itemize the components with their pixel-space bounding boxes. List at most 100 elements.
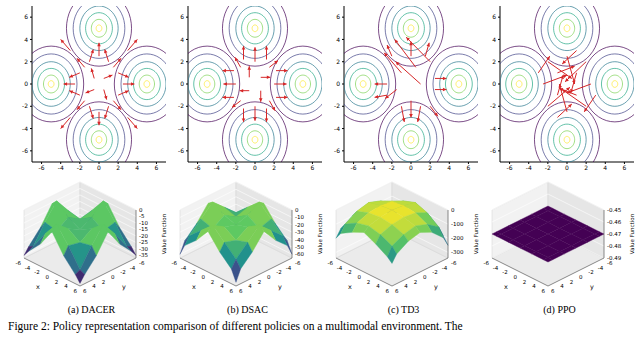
svg-text:-6: -6	[295, 260, 301, 266]
svg-text:-6: -6	[39, 164, 45, 171]
svg-text:-0.46: -0.46	[607, 219, 622, 225]
svg-text:0: 0	[514, 274, 518, 280]
svg-text:2: 2	[102, 279, 106, 285]
svg-text:-6: -6	[507, 164, 513, 171]
svg-text:-4: -4	[286, 265, 292, 271]
svg-text:-6: -6	[22, 147, 28, 154]
svg-text:-30: -30	[295, 229, 304, 235]
svg-text:0: 0	[579, 274, 583, 280]
svg-text:4: 4	[220, 283, 224, 289]
svg-text:4: 4	[64, 283, 68, 289]
svg-text:-2: -2	[77, 164, 83, 171]
svg-text:-4: -4	[493, 265, 499, 271]
svg-text:2: 2	[258, 279, 262, 285]
svg-text:0: 0	[111, 274, 115, 280]
svg-text:-2: -2	[588, 269, 593, 275]
svg-text:-0.45: -0.45	[607, 207, 622, 213]
svg-text:-2: -2	[34, 269, 39, 275]
svg-text:-30: -30	[139, 246, 148, 252]
svg-text:-6: -6	[484, 260, 490, 266]
svg-text:2: 2	[336, 58, 340, 65]
svg-text:-35: -35	[139, 252, 148, 258]
svg-text:0: 0	[358, 274, 362, 280]
svg-text:-4: -4	[22, 125, 28, 132]
svg-text:2: 2	[523, 279, 527, 285]
svg-text:-200: -200	[451, 235, 464, 241]
svg-text:-4: -4	[337, 265, 343, 271]
svg-text:-2: -2	[432, 269, 437, 275]
svg-text:2: 2	[367, 279, 371, 285]
svg-text:4: 4	[291, 164, 295, 171]
svg-text:-4: -4	[178, 125, 184, 132]
svg-text:-4: -4	[370, 164, 376, 171]
svg-text:-4: -4	[58, 164, 64, 171]
svg-text:-2: -2	[276, 269, 281, 275]
svg-text:0: 0	[97, 164, 101, 171]
svg-text:y: y	[434, 283, 438, 291]
svg-text:0: 0	[253, 164, 257, 171]
svg-text:4: 4	[603, 164, 607, 171]
svg-text:2: 2	[570, 279, 574, 285]
svg-text:4: 4	[447, 164, 451, 171]
svg-text:4: 4	[492, 36, 496, 43]
svg-text:4: 4	[135, 164, 139, 171]
svg-text:2: 2	[492, 58, 496, 65]
svg-text:-6: -6	[178, 147, 184, 154]
svg-text:6: 6	[180, 13, 184, 20]
svg-text:6: 6	[467, 164, 471, 171]
svg-text:4: 4	[404, 283, 408, 289]
svg-text:-10: -10	[139, 220, 148, 226]
svg-text:6: 6	[623, 164, 627, 171]
svg-text:-4: -4	[214, 164, 220, 171]
svg-text:-40: -40	[295, 237, 304, 243]
svg-text:6: 6	[395, 288, 399, 294]
svg-text:-6: -6	[16, 260, 22, 266]
svg-text:-5: -5	[139, 213, 145, 219]
svg-text:-4: -4	[25, 265, 31, 271]
svg-text:Value Function: Value Function	[317, 213, 323, 254]
svg-text:-6: -6	[172, 260, 178, 266]
svg-text:0: 0	[565, 164, 569, 171]
svg-text:2: 2	[211, 279, 215, 285]
svg-text:4: 4	[376, 283, 380, 289]
svg-text:4: 4	[336, 36, 340, 43]
svg-text:-4: -4	[181, 265, 187, 271]
svg-text:0: 0	[492, 80, 496, 87]
svg-text:-6: -6	[328, 260, 334, 266]
svg-text:-0.47: -0.47	[607, 231, 622, 237]
svg-text:6: 6	[74, 288, 78, 294]
svg-text:Value Function: Value Function	[473, 213, 479, 254]
svg-text:-2: -2	[502, 269, 507, 275]
svg-text:-6: -6	[351, 164, 357, 171]
svg-text:-20: -20	[295, 222, 304, 228]
svg-text:2: 2	[272, 164, 276, 171]
svg-text:4: 4	[180, 36, 184, 43]
svg-text:4: 4	[248, 283, 252, 289]
svg-text:0: 0	[423, 274, 427, 280]
svg-text:-2: -2	[545, 164, 551, 171]
svg-text:-100: -100	[451, 221, 464, 227]
svg-text:2: 2	[414, 279, 418, 285]
svg-text:0: 0	[24, 80, 28, 87]
svg-text:x: x	[504, 283, 508, 291]
svg-text:6: 6	[239, 288, 243, 294]
svg-text:-2: -2	[389, 164, 395, 171]
svg-text:-4: -4	[598, 265, 604, 271]
svg-text:0: 0	[202, 274, 206, 280]
svg-text:-0.49: -0.49	[607, 255, 622, 261]
svg-text:2: 2	[55, 279, 59, 285]
svg-text:-25: -25	[139, 239, 148, 245]
svg-text:-2: -2	[190, 269, 195, 275]
svg-text:6: 6	[155, 164, 159, 171]
svg-text:y: y	[122, 283, 126, 291]
svg-text:-6: -6	[195, 164, 201, 171]
svg-text:-2: -2	[120, 269, 125, 275]
svg-text:x: x	[348, 283, 352, 291]
svg-text:2: 2	[24, 58, 28, 65]
svg-text:6: 6	[24, 13, 28, 20]
svg-text:-15: -15	[139, 226, 148, 232]
svg-text:-0.48: -0.48	[607, 243, 622, 249]
svg-text:2: 2	[428, 164, 432, 171]
svg-text:-4: -4	[442, 265, 448, 271]
svg-text:-2: -2	[22, 102, 28, 109]
